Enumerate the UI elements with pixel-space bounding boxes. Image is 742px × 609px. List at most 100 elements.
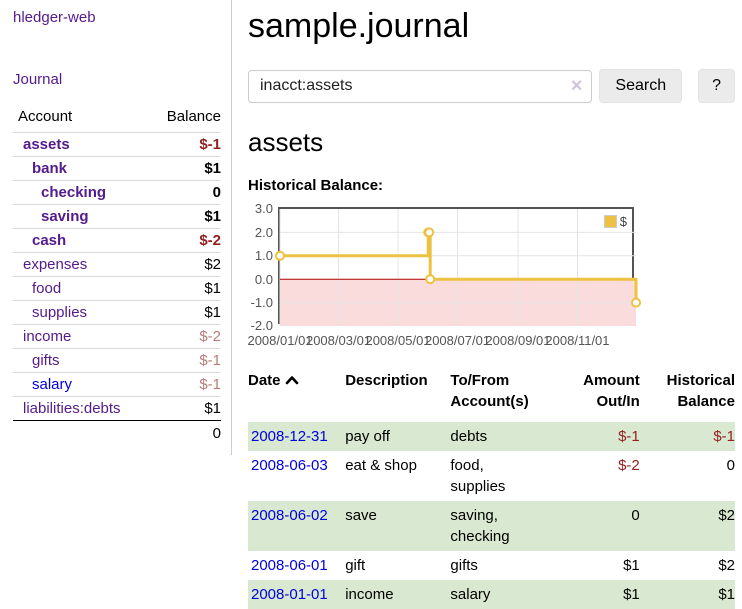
x-axis-label: 2008/01/01 [247,333,313,349]
legend-label: $ [619,214,627,230]
search-button[interactable]: Search [599,69,683,104]
account-link-bank[interactable]: bank [32,160,68,177]
clear-search-icon[interactable]: × [570,74,583,97]
account-balance: $1 [151,204,221,229]
transaction-description: save [345,506,377,524]
transaction-balance: $1 [718,585,735,603]
transaction-amount: $1 [623,585,640,603]
accounts-column-header: To/From Account(s) [450,372,529,410]
transaction-balance: $-1 [713,427,735,445]
x-axis-label: 2008/03/01 [305,333,372,349]
account-heading: assets [248,127,324,158]
transaction-date-link[interactable]: 2008-01-01 [251,585,328,603]
account-link-cash[interactable]: cash [32,232,67,249]
account-link-income[interactable]: income [23,328,72,345]
account-balance: $1 [151,156,221,181]
date-column-header[interactable]: Date [248,369,345,422]
account-link-expenses[interactable]: expenses [23,256,88,273]
description-column-header: Description [345,372,428,390]
register-row: 2008-06-01 gift gifts $1 $2 [248,551,735,580]
y-axis-label: 0.0 [254,271,273,287]
account-row: cash $-2 [13,228,221,253]
sort-ascending-icon[interactable] [285,371,299,391]
account-link-assets[interactable]: assets [23,136,70,153]
amount-column-header: Amount Out/In [583,372,640,410]
accounts-table: Account Balance assets $-1 bank $1 check… [13,105,221,445]
transaction-balance: $2 [718,556,735,574]
account-row: salary $-1 [13,372,221,397]
transaction-balance: $2 [718,506,735,524]
account-row: saving $1 [13,204,221,229]
account-balance: $-1 [151,372,221,397]
transaction-description: income [345,585,394,603]
transaction-amount: $1 [623,556,640,574]
y-axis-label: 2.0 [254,224,273,240]
account-link-supplies[interactable]: supplies [32,304,88,321]
transaction-date-link[interactable]: 2008-06-02 [251,506,328,524]
chart-svg [275,209,641,327]
register-row: 2008-06-03 eat & shop food, supplies $-2… [248,451,735,501]
transaction-accounts: gifts [450,556,478,574]
account-balance: $1 [151,396,221,421]
account-balance: $-1 [151,132,221,157]
x-axis-label: 2008/05/01 [365,333,431,349]
account-balance: $1 [151,276,221,301]
account-link-liabilities-debts[interactable]: liabilities:debts [23,400,121,417]
transaction-accounts: saving, checking [450,506,510,545]
account-link-checking[interactable]: checking [41,184,107,201]
transaction-date-link[interactable]: 2008-06-01 [251,556,328,574]
account-balance: $-2 [151,324,221,349]
y-axis-label: -2.0 [250,318,273,334]
transaction-date-link[interactable]: 2008-12-31 [251,427,328,445]
app-title-link[interactable]: hledger-web [13,9,96,26]
chart-plot-area: $ [275,207,641,327]
total-row: 0 [13,420,221,445]
account-balance: 0 [151,180,221,205]
legend-swatch [603,215,617,229]
register-row: 2008-12-31 pay off debts $-1 $-1 [248,421,735,451]
account-row: income $-2 [13,324,221,349]
x-axis-label: 2008/09/01 [485,333,551,349]
transaction-accounts: salary [450,585,491,603]
transaction-amount: 0 [631,506,640,524]
account-balance: $-1 [151,348,221,373]
page-title: sample.journal [248,7,470,45]
balance-column-header: Balance [166,108,221,125]
account-row: checking 0 [13,180,221,205]
account-row: expenses $2 [13,252,221,277]
sidebar-item-journal[interactable]: Journal [13,71,63,88]
x-axis-label: 2008/07/01 [424,333,491,349]
y-axis-label: -1.0 [250,294,273,310]
transaction-accounts: food, supplies [450,456,506,495]
transaction-amount: $-1 [618,427,640,445]
transaction-date-link[interactable]: 2008-06-03 [251,456,328,474]
account-row: food $1 [13,276,221,301]
accounts-total: 0 [151,420,221,445]
account-balance: $2 [151,252,221,277]
chart-title: Historical Balance: [248,177,384,195]
search-box: × [248,69,593,103]
account-link-food[interactable]: food [32,280,62,297]
account-row: supplies $1 [13,300,221,325]
y-axis-label: 3.0 [254,201,273,217]
account-link-salary[interactable]: salary [32,376,73,393]
account-row: assets $-1 [13,132,221,157]
register-row: 2008-06-02 save saving, checking 0 $2 [248,500,735,551]
search-input[interactable] [248,69,593,103]
sidebar: hledger-web Journal Account Balance asse… [0,0,232,455]
search-form: × Search ? [248,69,735,104]
account-balance: $-2 [151,228,221,253]
register-row: 2008-01-01 income salary $1 $1 [248,579,735,609]
transaction-description: eat & shop [345,456,417,474]
account-link-gifts[interactable]: gifts [32,352,60,369]
help-button[interactable]: ? [698,69,735,104]
transaction-accounts: debts [450,427,488,445]
account-link-saving[interactable]: saving [41,208,89,225]
account-row: gifts $-1 [13,348,221,373]
account-row: bank $1 [13,156,221,181]
register-header-row: Date Description To/From Account(s) Amou… [248,369,735,422]
transaction-amount: $-2 [618,456,640,474]
balance-chart: $ 3.0 2.0 1.0 0.0 -1.0 -2.0 2008/01/01 2008/03/… [247,202,735,352]
main-content: sample.journal × Search ? assets Histori… [232,0,742,609]
